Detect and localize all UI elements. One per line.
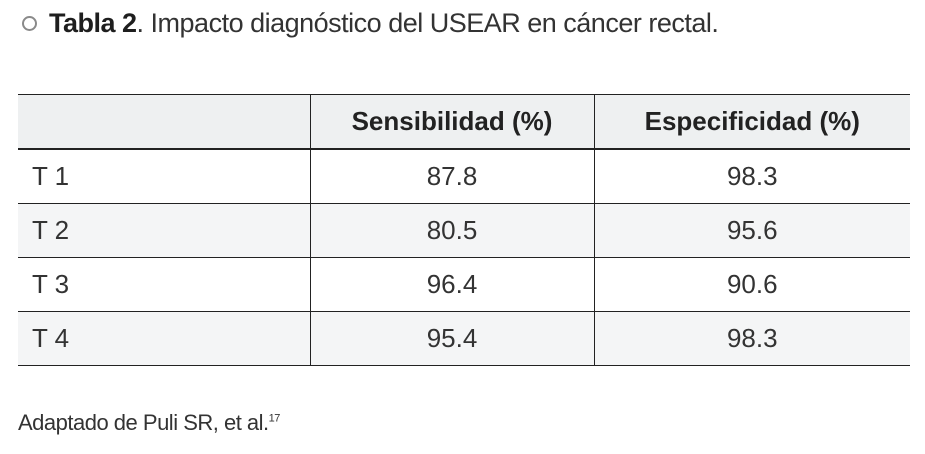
header-cell: Especificidad (%) (593, 94, 910, 150)
row-label: T 1 (18, 149, 310, 204)
reference: 17 (268, 412, 281, 425)
value-cell: 87.8 (309, 149, 594, 204)
row-label: T 2 (18, 203, 310, 258)
bullet-icon (22, 16, 37, 31)
table-row: T 2 80.5 95.6 (18, 203, 910, 258)
header-cell (18, 94, 310, 150)
table-body: T 1 87.8 98.3 T 2 80.5 95.6 T 3 96.4 90.6 T 4 95.4… (18, 149, 910, 366)
value-cell: 95.6 (593, 203, 910, 258)
header-cell: Sensibilidad (%) (309, 94, 594, 150)
table-row: T 1 87.8 98.3 (18, 149, 910, 204)
table-row: T 3 96.4 90.6 (18, 257, 910, 312)
value-cell: 96.4 (309, 257, 594, 312)
header-row: Sensibilidad (%) Especificidad (%) (18, 94, 910, 150)
value-cell: 80.5 (309, 203, 594, 258)
source-text: Adaptado de Puli SR, et al. (18, 410, 269, 435)
row-label: T 3 (18, 257, 310, 312)
row-label: T 4 (18, 311, 310, 366)
table-row: T 4 95.4 98.3 (18, 311, 910, 366)
source-note: Adaptado de Puli SR, et al.17 (18, 410, 280, 436)
value-cell: 90.6 (593, 257, 910, 312)
title-text: . Impacto diagnóstico del USEAR en cánce… (136, 8, 719, 38)
data-table: Sensibilidad (%) Especificidad (%) T 1 87… (18, 94, 910, 366)
table-header: Sensibilidad (%) Especificidad (%) (18, 94, 910, 150)
table-title: Tabla 2. Impacto diagnóstico del USEAR e… (22, 8, 719, 39)
value-cell: 95.4 (309, 311, 594, 366)
title-label: Tabla 2 (49, 8, 137, 38)
value-cell: 98.3 (593, 311, 910, 366)
value-cell: 98.3 (593, 149, 910, 204)
